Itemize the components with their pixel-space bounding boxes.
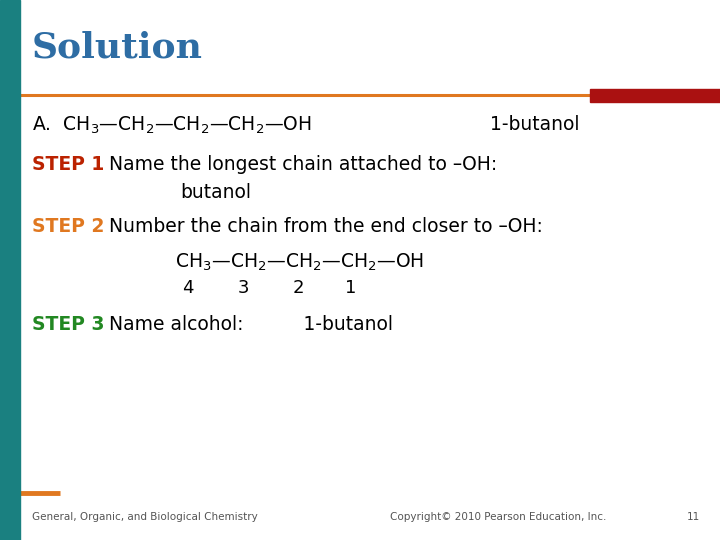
Text: $\mathregular{CH_3}$—$\mathregular{CH_2}$—$\mathregular{CH_2}$—$\mathregular{CH_: $\mathregular{CH_3}$—$\mathregular{CH_2}… [175,251,424,273]
Text: $\it{4}$: $\it{4}$ [181,279,194,297]
Text: Solution: Solution [32,30,203,64]
Bar [0,0,20,540]
Text: Copyright© 2010 Pearson Education, Inc.: Copyright© 2010 Pearson Education, Inc. [390,512,606,522]
Text: 11: 11 [687,512,700,522]
Text: $\it{3}$: $\it{3}$ [237,279,249,297]
Text: $\it{1}$: $\it{1}$ [344,279,356,297]
Text: A.  $\mathregular{CH_3}$—$\mathregular{CH_2}$—$\mathregular{CH_2}$—$\mathregular: A. $\mathregular{CH_3}$—$\mathregular{CH… [32,114,312,136]
Bar [590,89,720,102]
Text: STEP 2: STEP 2 [32,218,104,237]
Text: Number the chain from the end closer to –OH:: Number the chain from the end closer to … [103,218,543,237]
Text: $\it{2}$: $\it{2}$ [292,279,304,297]
Text: butanol: butanol [180,184,251,202]
Text: 1-butanol: 1-butanol [490,116,580,134]
Text: Name the longest chain attached to –OH:: Name the longest chain attached to –OH: [103,156,498,174]
Text: Name alcohol:          1-butanol: Name alcohol: 1-butanol [103,315,393,334]
Text: STEP 1: STEP 1 [32,156,104,174]
Text: STEP 3: STEP 3 [32,315,104,334]
Text: General, Organic, and Biological Chemistry: General, Organic, and Biological Chemist… [32,512,258,522]
